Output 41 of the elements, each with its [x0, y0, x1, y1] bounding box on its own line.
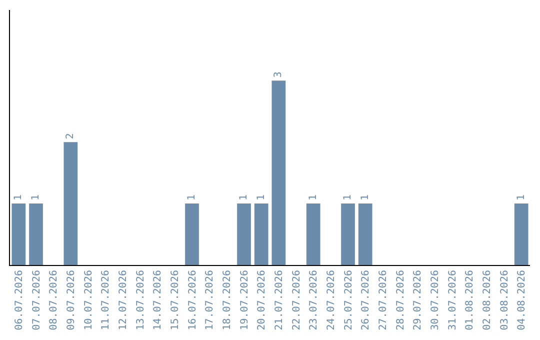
x-tick-label: 04.08.2026 [516, 270, 528, 330]
x-tick-label: 24.07.2026 [326, 270, 337, 330]
x-tick-label: 01.08.2026 [464, 270, 476, 330]
x-tick-label: 19.07.2026 [239, 270, 250, 330]
data-label: 1 [256, 194, 267, 201]
x-tick-label: 15.07.2026 [170, 270, 181, 330]
x-tick-label: 13.07.2026 [135, 270, 146, 330]
data-label: 3 [273, 72, 284, 78]
x-tick-label: 02.08.2026 [482, 270, 493, 330]
x-tick-label: 20.07.2026 [256, 270, 268, 330]
x-tick-label: 28.07.2026 [395, 270, 406, 330]
data-label: 1 [516, 194, 527, 201]
x-tick-label: 14.07.2026 [152, 270, 164, 330]
x-tick-label: 22.07.2026 [291, 270, 302, 330]
x-tick-label: 09.07.2026 [66, 270, 77, 330]
data-label: 1 [238, 194, 250, 201]
x-tick-label: 30.07.2026 [430, 270, 441, 330]
x-tick-label: 29.07.2026 [412, 270, 424, 330]
data-label: 1 [360, 194, 371, 201]
data-label: 2 [65, 133, 76, 140]
x-tick-label: 21.07.2026 [274, 270, 285, 330]
x-tick-label: 03.08.2026 [499, 270, 510, 330]
x-tick-label: 16.07.2026 [187, 270, 198, 330]
x-tick-label: 31.07.2026 [447, 270, 458, 330]
x-tick-label: 10.07.2026 [83, 270, 94, 330]
x-tick-label: 08.07.2026 [48, 270, 60, 330]
data-label: 1 [186, 194, 198, 201]
x-tick-label: 07.07.2026 [31, 270, 42, 330]
x-tick-label: 11.07.2026 [100, 270, 112, 330]
x-tick-label: 12.07.2026 [118, 270, 129, 330]
data-label: 1 [13, 194, 24, 201]
x-tick-label: 18.07.2026 [222, 270, 233, 330]
x-tick-label: 25.07.2026 [343, 270, 354, 330]
x-tick-label: 26.07.2026 [360, 270, 372, 330]
x-tick-label: 27.07.2026 [378, 270, 389, 330]
data-label: 1 [342, 194, 354, 201]
x-tick-label: 17.07.2026 [204, 270, 216, 330]
x-tick-label: 06.07.2026 [14, 270, 25, 330]
data-label: 1 [308, 194, 319, 201]
data-label: 1 [30, 194, 42, 201]
x-tick-label: 23.07.2026 [308, 270, 320, 330]
